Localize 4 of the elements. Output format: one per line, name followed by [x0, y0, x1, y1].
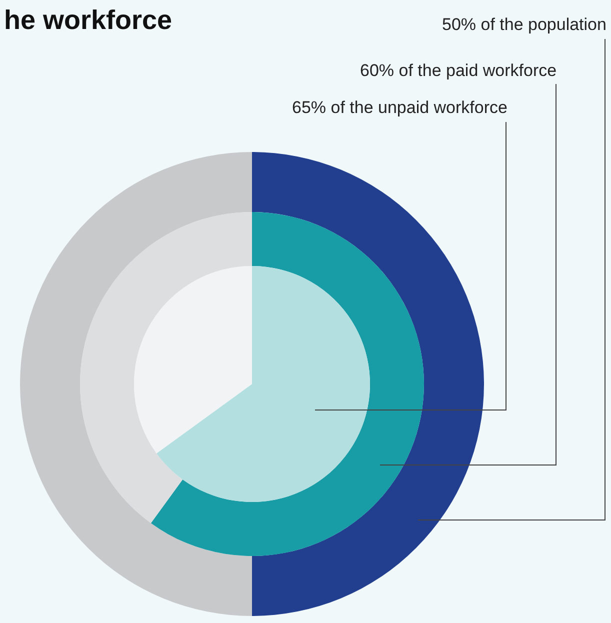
slice-label: 50% of the population: [442, 15, 606, 34]
slice-label: 65% of the unpaid workforce: [292, 98, 508, 117]
slice-label: 60% of the paid workforce: [360, 61, 557, 80]
chart-title: he workforce: [4, 5, 172, 35]
